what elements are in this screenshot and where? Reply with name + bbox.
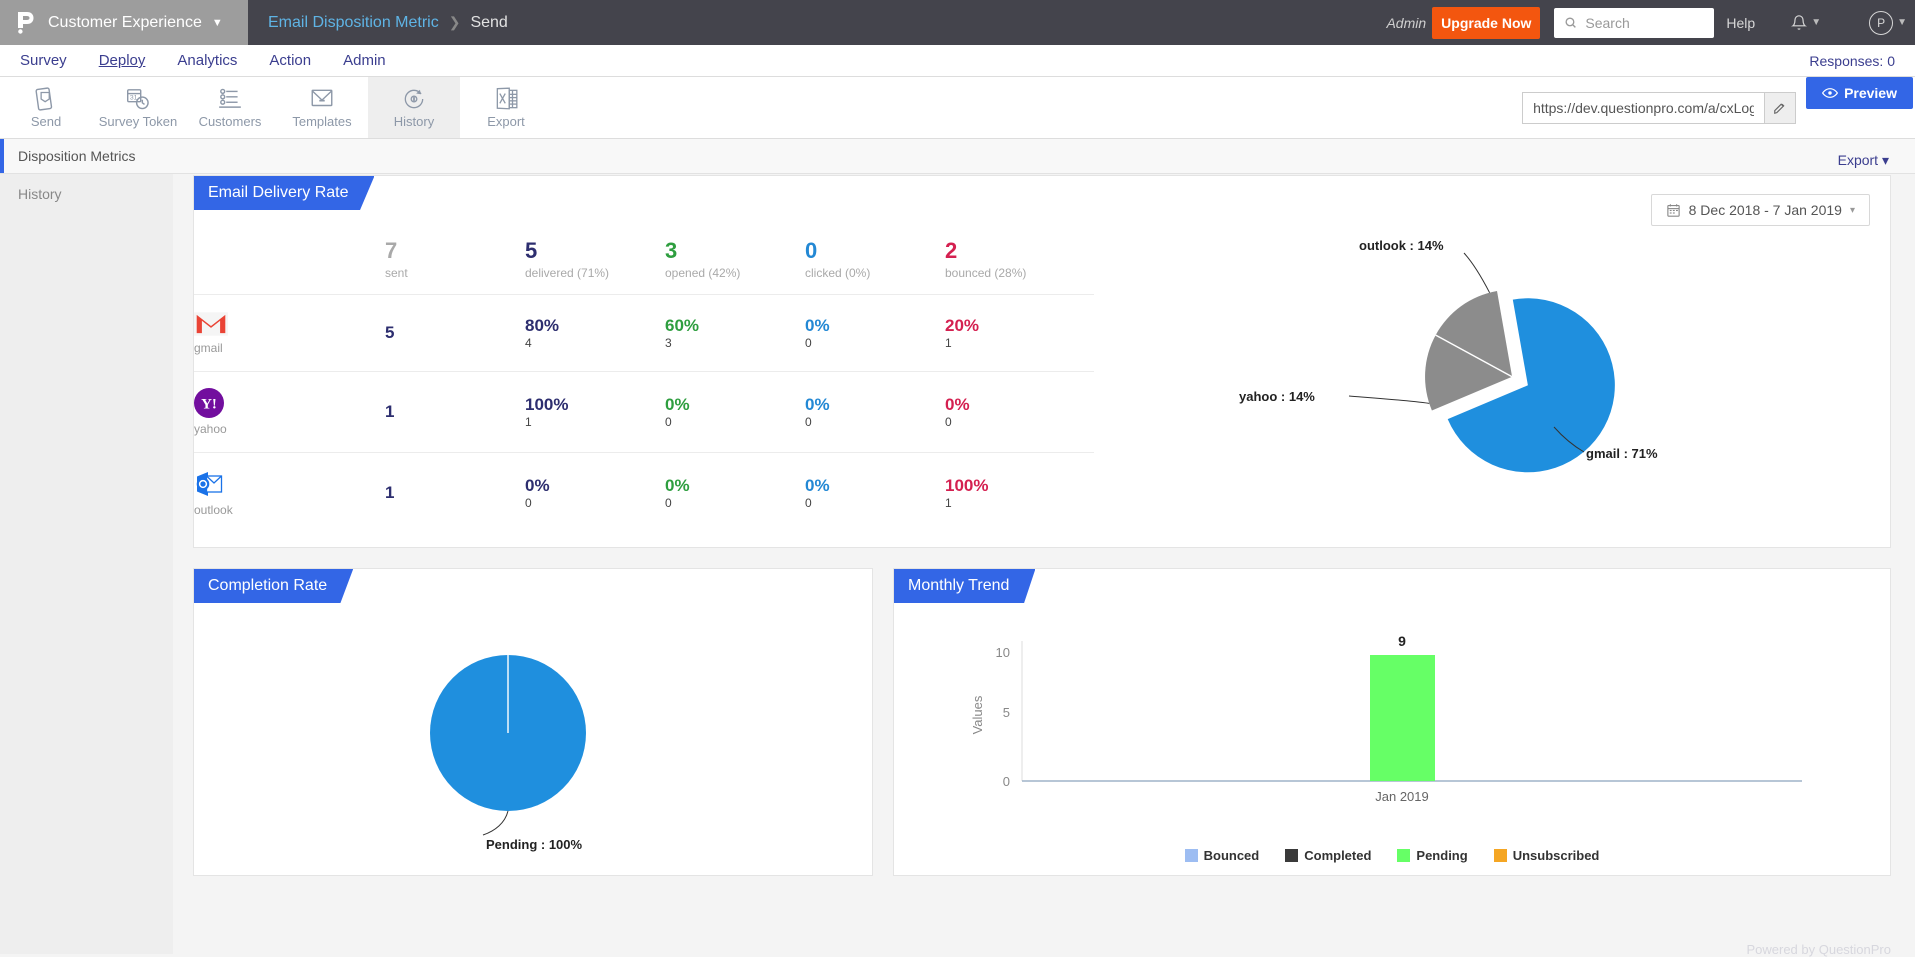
svg-text:9: 9 <box>1398 633 1406 649</box>
svg-text:0: 0 <box>1003 774 1010 789</box>
svg-text:outlook : 14%: outlook : 14% <box>1359 238 1444 253</box>
svg-text:10: 10 <box>996 645 1010 660</box>
svg-text:5: 5 <box>1003 705 1010 720</box>
svg-text:Y!: Y! <box>201 397 217 413</box>
svg-text:gmail : 71%: gmail : 71% <box>1586 446 1658 461</box>
svg-text:Pending : 100%: Pending : 100% <box>486 837 583 852</box>
svg-text:Values: Values <box>970 695 985 734</box>
svg-text:Jan 2019: Jan 2019 <box>1375 789 1429 804</box>
svg-text:yahoo : 14%: yahoo : 14% <box>1239 389 1315 404</box>
